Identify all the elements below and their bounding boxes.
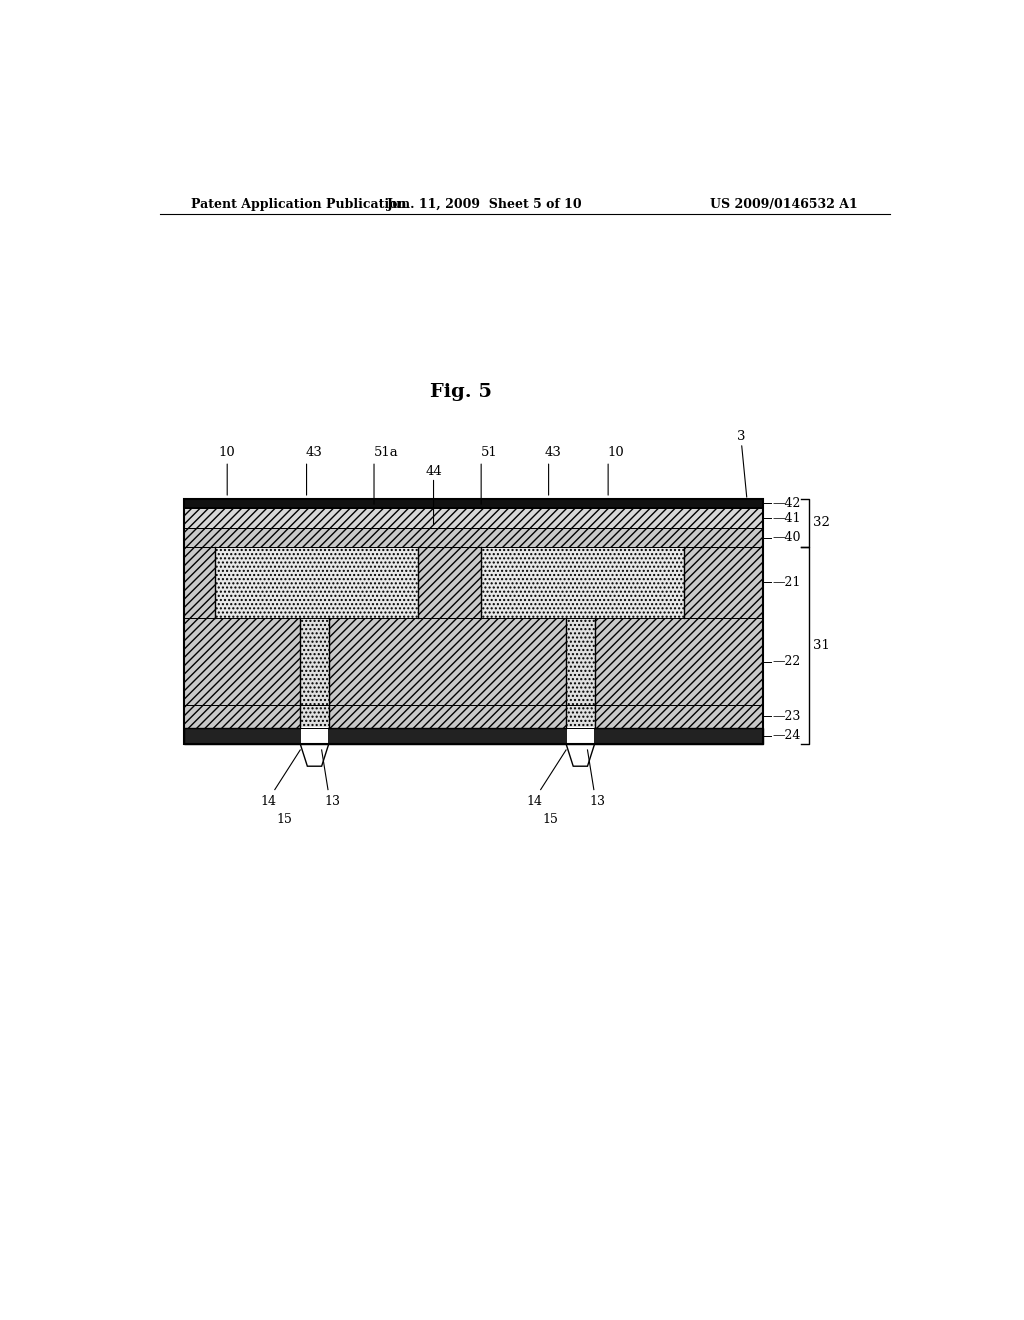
Text: —22: —22: [772, 655, 801, 668]
Text: —40: —40: [772, 531, 801, 544]
Bar: [183, 528, 763, 546]
Text: 51a: 51a: [374, 446, 398, 459]
Text: Patent Application Publication: Patent Application Publication: [191, 198, 407, 211]
Text: —41: —41: [772, 512, 801, 525]
Text: 14: 14: [526, 795, 543, 808]
Text: Fig. 5: Fig. 5: [430, 383, 493, 401]
Bar: [566, 618, 595, 705]
Bar: [566, 705, 595, 727]
Text: 10: 10: [607, 446, 625, 459]
Text: 43: 43: [306, 446, 323, 459]
Text: Jun. 11, 2009  Sheet 5 of 10: Jun. 11, 2009 Sheet 5 of 10: [387, 198, 583, 211]
Text: 10: 10: [219, 446, 236, 459]
Text: 13: 13: [324, 795, 340, 808]
Text: 32: 32: [813, 516, 829, 529]
Bar: [183, 727, 763, 744]
Bar: [301, 726, 328, 744]
Bar: [183, 499, 763, 508]
Bar: [567, 726, 594, 744]
Text: 13: 13: [590, 795, 606, 808]
Text: 43: 43: [544, 446, 561, 459]
Bar: [183, 546, 763, 618]
Bar: [183, 705, 763, 727]
Bar: [300, 618, 329, 705]
Bar: [215, 546, 418, 618]
Text: 14: 14: [260, 795, 276, 808]
Bar: [481, 546, 684, 618]
Bar: [300, 705, 329, 727]
Bar: [183, 508, 763, 528]
Text: 15: 15: [276, 813, 292, 826]
Text: 51: 51: [480, 446, 498, 459]
Text: —42: —42: [772, 496, 801, 510]
Text: US 2009/0146532 A1: US 2009/0146532 A1: [711, 198, 858, 211]
Bar: [183, 618, 763, 705]
Text: 3: 3: [737, 430, 745, 444]
Text: 44: 44: [425, 465, 442, 478]
Text: —21: —21: [772, 576, 801, 589]
Bar: [183, 499, 763, 744]
Text: —23: —23: [772, 710, 801, 723]
Text: 15: 15: [543, 813, 558, 826]
Text: —24: —24: [772, 729, 801, 742]
Text: 31: 31: [813, 639, 829, 652]
